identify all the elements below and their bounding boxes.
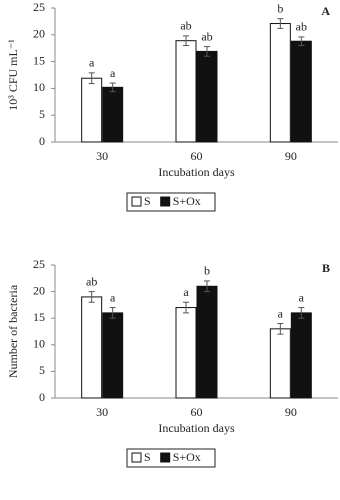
y-tick-label: 25 — [33, 0, 45, 14]
significance-label: a — [110, 66, 116, 80]
bar — [175, 307, 197, 399]
significance-label: ab — [201, 29, 212, 43]
error-bar — [298, 307, 305, 319]
significance-label: ab — [86, 274, 97, 288]
x-axis-title: Incubation days — [158, 165, 235, 179]
y-tick-label: 25 — [33, 257, 45, 271]
error-bar — [298, 36, 305, 47]
bar — [290, 40, 312, 143]
error-bar — [88, 72, 95, 85]
y-tick-label: 0 — [39, 134, 45, 148]
x-tick-label: 30 — [96, 405, 108, 419]
y-tick-label: 20 — [33, 27, 45, 41]
legend-box — [126, 448, 216, 468]
significance-label: a — [299, 290, 305, 304]
significance-label: a — [278, 306, 284, 320]
error-bar — [183, 301, 189, 314]
y-tick-label: 5 — [39, 363, 45, 377]
y-tick-label: 10 — [33, 337, 45, 351]
x-tick-label: 60 — [191, 405, 203, 419]
y-tick-label: 5 — [39, 107, 45, 121]
error-bar — [88, 291, 95, 303]
legend-swatch — [131, 452, 142, 463]
bar — [81, 77, 103, 143]
significance-label: b — [277, 1, 283, 15]
panel-label: A — [321, 4, 330, 18]
legend-box — [126, 192, 216, 212]
y-tick-label: 15 — [33, 53, 45, 67]
legend-swatch — [131, 196, 142, 207]
error-bar — [183, 35, 189, 47]
error-bar — [109, 307, 116, 319]
legend-label: S — [144, 450, 151, 464]
panel-label: B — [322, 261, 330, 275]
x-tick-label: 60 — [191, 149, 203, 163]
significance-label: a — [89, 56, 95, 70]
y-tick-label: 10 — [33, 80, 45, 94]
x-tick-label: 90 — [285, 149, 297, 163]
y-tick-label: 15 — [33, 310, 45, 324]
legend-swatch — [160, 196, 171, 207]
significance-label: a — [183, 285, 189, 299]
significance-label: b — [204, 264, 210, 278]
significance-label: ab — [296, 20, 307, 34]
error-bar — [277, 323, 284, 335]
bar — [175, 40, 197, 143]
legend-label: S — [144, 194, 151, 208]
bar — [269, 23, 291, 143]
bar — [102, 86, 124, 143]
error-bar — [204, 280, 210, 293]
significance-label: ab — [180, 19, 191, 33]
bar — [102, 312, 124, 399]
error-bar — [109, 82, 116, 93]
legend-swatch — [160, 452, 171, 463]
y-axis-title: 10³ CFU mL⁻¹ — [6, 39, 20, 111]
y-tick-label: 0 — [39, 390, 45, 404]
legend-label: S+Ox — [173, 194, 201, 208]
x-tick-label: 30 — [96, 149, 108, 163]
x-tick-label: 90 — [285, 405, 297, 419]
bar — [196, 50, 218, 143]
bar — [269, 328, 291, 399]
x-axis-title: Incubation days — [158, 421, 235, 435]
error-bar — [277, 18, 284, 29]
bar — [81, 296, 103, 399]
y-tick-label: 20 — [33, 283, 45, 297]
bar — [196, 285, 218, 399]
error-bar — [204, 46, 210, 57]
significance-label: a — [110, 290, 116, 304]
legend-label: S+Ox — [173, 450, 201, 464]
y-axis-title: Number of bacteria — [6, 284, 20, 378]
bar — [290, 312, 312, 399]
